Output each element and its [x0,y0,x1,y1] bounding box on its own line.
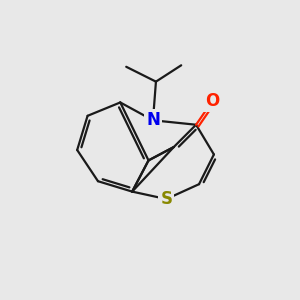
Text: S: S [160,190,172,208]
Text: O: O [205,92,220,110]
Text: N: N [146,111,160,129]
